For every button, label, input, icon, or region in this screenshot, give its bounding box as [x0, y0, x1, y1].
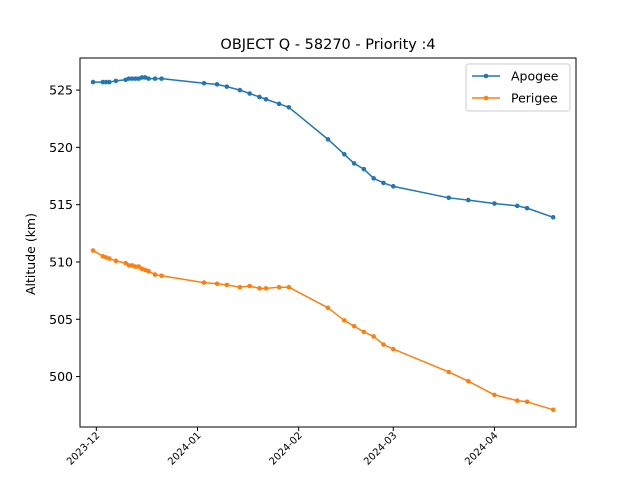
data-point-apogee: [103, 79, 109, 85]
legend-swatch-marker: [483, 73, 489, 79]
data-point-apogee: [466, 197, 471, 203]
data-point-apogee: [550, 214, 556, 220]
data-point-perigee: [123, 260, 128, 266]
data-point-perigee: [390, 346, 396, 352]
data-point-perigee: [224, 282, 230, 288]
data-point-perigee: [136, 264, 142, 269]
data-point-apogee: [159, 76, 164, 81]
data-point-apogee: [133, 76, 138, 81]
legend: Apogee Perigee: [465, 63, 571, 112]
data-point-apogee: [107, 79, 112, 85]
data-point-perigee: [466, 378, 471, 384]
data-point-apogee: [214, 82, 220, 87]
data-point-apogee: [492, 201, 497, 206]
data-point-apogee: [224, 84, 230, 89]
y-tick-label: 505: [49, 312, 73, 327]
data-point-apogee: [237, 87, 243, 93]
y-tick-label: 525: [49, 83, 73, 98]
y-tick-label: 510: [49, 254, 73, 269]
data-point-apogee: [325, 137, 331, 142]
data-point-apogee: [126, 76, 132, 81]
y-tick-label: 500: [49, 369, 73, 384]
data-point-perigee: [126, 263, 132, 268]
data-point-perigee: [371, 334, 376, 339]
data-point-apogee: [524, 205, 530, 211]
data-point-apogee: [100, 79, 106, 85]
data-point-perigee: [237, 284, 243, 290]
data-point-apogee: [113, 78, 119, 84]
data-point-apogee: [514, 203, 520, 209]
data-point-apogee: [276, 101, 282, 107]
data-point-apogee: [146, 76, 151, 81]
data-point-apogee: [351, 161, 357, 166]
y-tick-label: 520: [49, 140, 73, 155]
data-point-perigee: [201, 280, 207, 285]
data-point-perigee: [263, 286, 269, 291]
data-point-apogee: [381, 180, 386, 186]
plot-frame: [79, 57, 577, 428]
data-point-perigee: [446, 369, 452, 375]
data-point-perigee: [133, 264, 138, 269]
legend-label-apogee: Apogee: [511, 69, 559, 84]
data-point-perigee: [90, 248, 96, 253]
data-point-perigee: [214, 281, 220, 287]
data-point-perigee: [146, 268, 151, 274]
data-point-perigee: [492, 392, 497, 398]
data-point-apogee: [263, 96, 269, 102]
legend-label-perigee: Perigee: [511, 91, 558, 106]
chart-title: OBJECT Q - 58270 - Priority :4: [220, 37, 435, 53]
data-point-perigee: [524, 399, 530, 405]
data-point-perigee: [325, 305, 331, 311]
data-point-perigee: [113, 258, 119, 264]
data-point-apogee: [361, 166, 367, 172]
y-axis: 500 505 510 515 520 525: [49, 83, 80, 384]
data-point-perigee: [381, 342, 386, 347]
data-point-perigee: [107, 256, 112, 261]
y-axis-label: Altitude (km): [23, 213, 38, 295]
data-point-apogee: [90, 79, 96, 85]
data-point-perigee: [247, 283, 252, 289]
data-point-perigee: [550, 407, 556, 413]
legend-swatch-marker: [483, 95, 489, 101]
data-point-perigee: [342, 318, 347, 323]
data-point-apogee: [342, 151, 347, 157]
plot-area: [90, 75, 556, 413]
data-point-apogee: [390, 184, 396, 189]
data-point-perigee: [276, 284, 282, 290]
data-point-perigee: [257, 286, 262, 291]
data-point-perigee: [286, 284, 292, 290]
data-point-apogee: [286, 104, 292, 110]
data-point-perigee: [159, 273, 164, 279]
data-point-apogee: [247, 91, 252, 96]
data-point-perigee: [152, 272, 158, 277]
data-point-apogee: [139, 75, 145, 80]
data-point-apogee: [152, 76, 158, 81]
data-point-apogee: [201, 80, 207, 86]
data-point-apogee: [446, 195, 452, 201]
data-point-apogee: [257, 94, 262, 100]
data-point-perigee: [514, 398, 520, 403]
y-tick-label: 515: [49, 197, 73, 212]
data-point-apogee: [129, 76, 135, 81]
data-point-apogee: [371, 176, 376, 181]
data-point-perigee: [351, 323, 357, 329]
data-point-perigee: [361, 329, 367, 335]
